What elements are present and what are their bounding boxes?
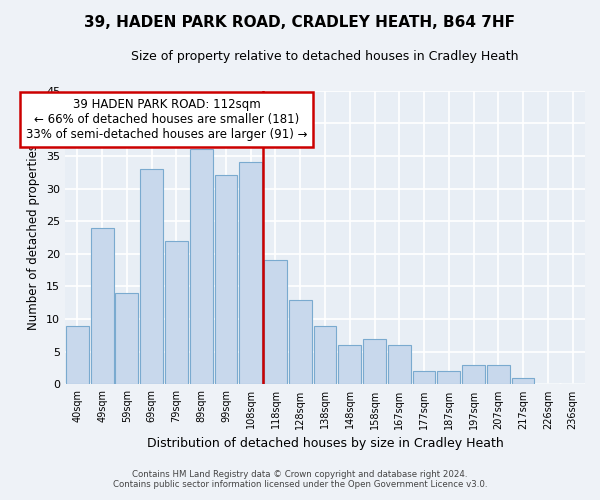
Y-axis label: Number of detached properties: Number of detached properties bbox=[28, 144, 40, 330]
Bar bbox=[215, 176, 238, 384]
Bar bbox=[66, 326, 89, 384]
Title: Size of property relative to detached houses in Cradley Heath: Size of property relative to detached ho… bbox=[131, 50, 519, 63]
Bar bbox=[289, 300, 311, 384]
X-axis label: Distribution of detached houses by size in Cradley Heath: Distribution of detached houses by size … bbox=[146, 437, 503, 450]
Bar bbox=[115, 293, 138, 384]
Bar bbox=[91, 228, 113, 384]
Bar bbox=[264, 260, 287, 384]
Bar bbox=[437, 372, 460, 384]
Text: 39, HADEN PARK ROAD, CRADLEY HEATH, B64 7HF: 39, HADEN PARK ROAD, CRADLEY HEATH, B64 … bbox=[85, 15, 515, 30]
Bar bbox=[190, 150, 212, 384]
Bar bbox=[314, 326, 337, 384]
Text: 39 HADEN PARK ROAD: 112sqm
← 66% of detached houses are smaller (181)
33% of sem: 39 HADEN PARK ROAD: 112sqm ← 66% of deta… bbox=[26, 98, 307, 142]
Bar bbox=[338, 345, 361, 385]
Bar bbox=[388, 345, 410, 385]
Bar bbox=[363, 338, 386, 384]
Text: Contains HM Land Registry data © Crown copyright and database right 2024.
Contai: Contains HM Land Registry data © Crown c… bbox=[113, 470, 487, 489]
Bar bbox=[165, 241, 188, 384]
Bar bbox=[413, 372, 436, 384]
Bar bbox=[239, 162, 262, 384]
Bar bbox=[487, 365, 510, 384]
Bar bbox=[140, 169, 163, 384]
Bar bbox=[512, 378, 535, 384]
Bar bbox=[462, 365, 485, 384]
